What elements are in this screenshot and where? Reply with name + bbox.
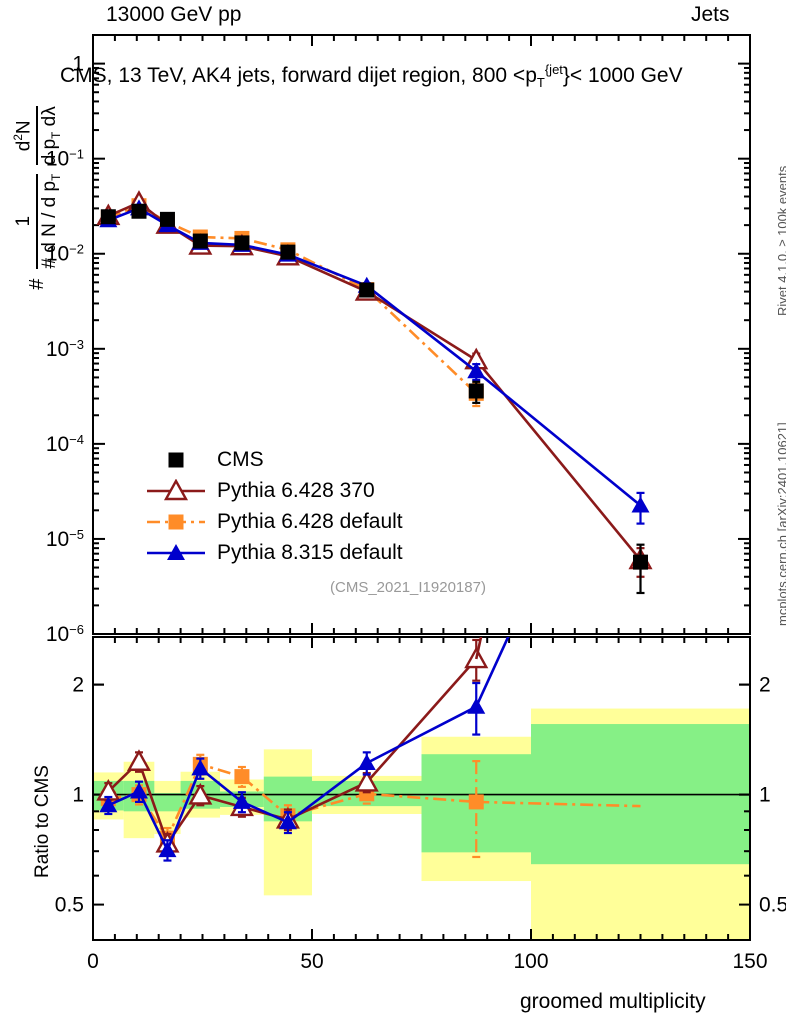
data-point [278,813,297,830]
ratio-y-tick-label-right: 1 [759,784,771,807]
data-point [232,792,251,809]
data-point [631,496,650,513]
data-point [359,282,375,298]
x-tick-label: 150 [732,950,767,973]
data-point [100,209,116,225]
y-tick-label: 1 [72,53,84,76]
legend-marker-open-triangle [145,478,207,503]
data-point [633,554,648,570]
legend-item[interactable]: Pythia 8.315 default [145,537,403,568]
ratio-y-tick-label: 0.5 [55,894,84,917]
data-point [131,203,147,219]
series-line [108,762,477,841]
series-line [107,658,478,847]
data-point [99,796,118,813]
data-point [129,782,148,799]
legend-item[interactable]: Pythia 6.428 default [145,506,403,537]
ratio-y-tick-label: 1 [72,784,84,807]
x-tick-label: 0 [87,950,99,973]
data-point [126,749,152,771]
y-tick-label: 10−5 [46,526,84,551]
plot-title: CMS, 13 TeV, AK4 jets, forward dijet reg… [60,62,683,91]
data-point [159,211,175,227]
ratio-offscale-line [475,637,510,708]
legend-item[interactable]: Pythia 6.428 370 [145,475,403,506]
legend-label: Pythia 6.428 370 [217,478,375,502]
x-tick-label: 100 [513,950,548,973]
ratio-band-inner [154,793,181,812]
data-point [191,759,210,776]
ratio-uncertainty-bands [93,708,750,940]
y-tick-label: 10−1 [46,146,84,171]
title-subscript: T [536,75,545,91]
data-point [468,383,484,399]
x-tick-label: 50 [300,950,323,973]
header-left-label: 13000 GeV pp [106,3,242,26]
x-axis-label: groomed multiplicity [520,990,706,1013]
y-tick-label: 10−2 [46,241,84,266]
header-right-label: Jets [691,3,730,26]
data-point [234,235,250,251]
legend-marker-filled-square [145,510,207,534]
ratio-offscale-segment [475,637,510,708]
data-point [188,782,213,805]
y-tick-label: 10−6 [46,622,84,647]
data-point [192,233,208,249]
data-point [354,769,379,792]
dataset-watermark: (CMS_2021_I1920187) [330,579,486,596]
y-tick-label: 10−3 [46,336,84,361]
legend-label: CMS [217,447,264,471]
data-point [280,244,296,260]
ratio-offscale-segment [476,800,641,808]
series-cms-main [100,203,648,595]
legend-marker-filled-triangle [145,541,207,565]
data-point [467,362,486,379]
title-superscript: {jet [544,62,563,77]
ratio-y-tick-label-right: 2 [759,674,771,697]
legend-label: Pythia 6.428 default [217,509,403,533]
ratio-offscale-line [474,637,483,660]
legend: CMS Pythia 6.428 370 Pythia 6.428 default P… [145,444,403,568]
data-point [357,754,376,771]
y-tick-label: 10−4 [46,431,84,456]
data-point [158,841,177,858]
legend-item[interactable]: CMS [145,444,403,475]
legend-marker-filled-square [145,448,207,472]
ratio-y-tick-label-right: 0.5 [759,894,786,917]
data-point [234,769,250,785]
ratio-y-tick-label: 2 [72,674,84,697]
legend-label: Pythia 8.315 default [217,540,403,564]
ratio-offscale-segment [474,637,483,660]
ratio-offscale-line [476,800,641,808]
series-line [107,705,477,854]
